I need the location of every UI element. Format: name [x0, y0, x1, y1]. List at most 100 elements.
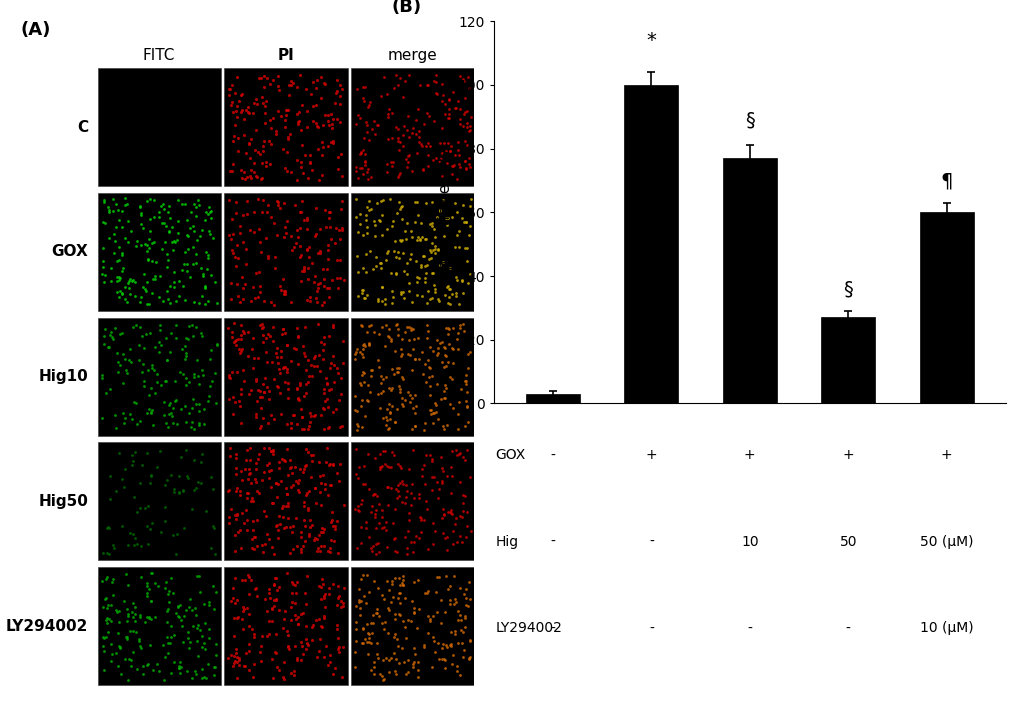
Point	[158, 285, 175, 297]
Point	[334, 600, 351, 611]
Point	[378, 652, 394, 664]
Point	[433, 451, 449, 462]
Point	[423, 218, 439, 229]
Point	[430, 347, 446, 359]
Point	[393, 213, 409, 225]
Point	[270, 80, 287, 91]
Point	[308, 82, 324, 93]
Point	[283, 527, 300, 538]
Point	[456, 136, 472, 147]
Point	[380, 330, 396, 342]
Point	[297, 461, 313, 472]
Point	[136, 381, 152, 392]
Point	[356, 285, 372, 296]
Point	[452, 510, 468, 522]
Point	[317, 373, 333, 384]
Point	[132, 201, 148, 212]
Point	[238, 148, 254, 159]
Point	[354, 395, 370, 406]
Point	[439, 220, 455, 231]
Point	[405, 659, 422, 670]
Point	[292, 474, 308, 486]
Point	[346, 661, 363, 672]
Point	[317, 204, 333, 215]
Point	[270, 199, 287, 210]
Point	[439, 281, 455, 292]
Point	[233, 542, 249, 554]
Point	[430, 342, 446, 353]
Point	[431, 155, 447, 167]
Point	[400, 348, 417, 359]
Point	[132, 642, 148, 654]
Point	[266, 413, 282, 424]
Point	[317, 483, 333, 494]
Point	[376, 674, 392, 685]
Point	[206, 603, 223, 614]
Point	[402, 249, 419, 260]
Point	[388, 251, 404, 263]
Point	[240, 350, 256, 361]
Point	[234, 271, 250, 282]
Point	[99, 571, 115, 582]
Point	[282, 615, 299, 626]
Point	[235, 283, 251, 294]
Point	[392, 597, 408, 609]
Point	[241, 609, 257, 620]
Point	[445, 323, 461, 334]
Point	[280, 79, 297, 90]
Point	[258, 96, 274, 107]
Point	[309, 286, 325, 297]
Point	[237, 328, 253, 339]
Point	[239, 208, 255, 220]
Point	[390, 144, 406, 155]
Point	[229, 112, 245, 123]
Point	[133, 208, 149, 219]
Point	[256, 594, 272, 605]
Point	[323, 358, 339, 369]
Point	[185, 241, 201, 253]
Point	[299, 214, 315, 225]
Point	[203, 212, 219, 223]
Point	[290, 154, 306, 165]
Point	[276, 221, 293, 232]
Point	[394, 286, 410, 297]
Point	[162, 213, 178, 224]
Point	[457, 592, 473, 604]
Point	[252, 286, 268, 297]
Point	[247, 474, 263, 485]
Point	[139, 590, 155, 602]
Point	[318, 263, 334, 275]
Point	[389, 329, 405, 340]
Point	[318, 457, 334, 468]
Point	[129, 507, 145, 518]
Text: GOX: GOX	[52, 244, 88, 259]
Point	[310, 282, 326, 293]
Point	[279, 104, 296, 115]
Point	[412, 527, 429, 538]
Point	[220, 370, 237, 381]
Point	[293, 636, 309, 647]
Point	[235, 614, 251, 625]
Point	[376, 522, 392, 533]
Point	[416, 118, 432, 129]
Point	[361, 101, 377, 112]
Point	[151, 666, 168, 677]
Point	[316, 613, 332, 624]
Point	[114, 474, 130, 485]
Point	[97, 330, 113, 341]
Point	[411, 131, 428, 143]
Point	[221, 373, 238, 384]
Point	[325, 321, 341, 333]
Point	[135, 668, 151, 679]
Point	[462, 526, 479, 537]
Point	[178, 347, 194, 359]
Point	[257, 100, 273, 112]
Point	[440, 298, 456, 309]
Point	[364, 171, 380, 182]
Point	[302, 370, 318, 381]
Point	[311, 529, 327, 540]
Point	[317, 395, 333, 407]
Point	[132, 640, 148, 652]
Point	[243, 574, 259, 585]
Point	[456, 216, 472, 227]
